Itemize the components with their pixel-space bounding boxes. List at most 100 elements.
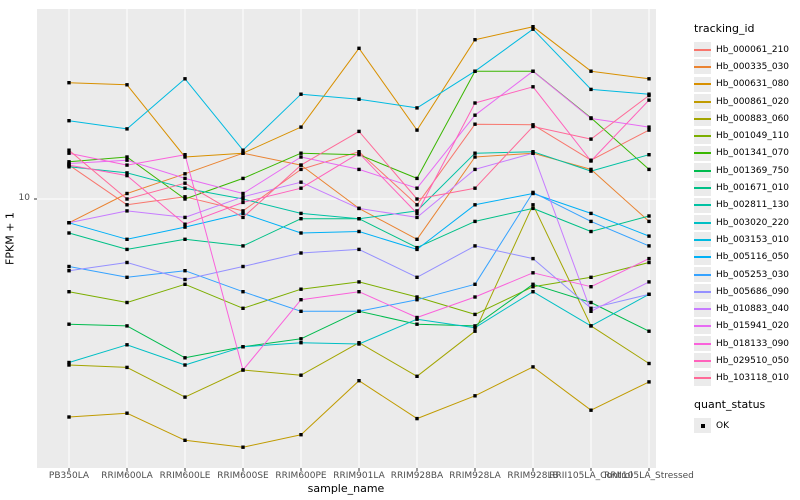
data-point xyxy=(241,345,245,349)
legend-item-label: Hb_000883_060 xyxy=(716,113,790,124)
data-point xyxy=(415,275,419,279)
legend-item-Hb_002811_130: Hb_002811_130 xyxy=(694,197,800,214)
data-point xyxy=(125,83,129,87)
data-point xyxy=(415,106,419,110)
data-point xyxy=(531,271,535,275)
data-point xyxy=(299,309,303,313)
data-point xyxy=(125,163,129,167)
legend-item-Hb_001671_010: Hb_001671_010 xyxy=(694,179,800,196)
data-point xyxy=(589,137,593,141)
data-point xyxy=(473,282,477,286)
data-point xyxy=(299,217,303,221)
legend-item-label: Hb_005116_050 xyxy=(716,252,790,263)
legend-item-label: Hb_103118_010 xyxy=(716,373,790,384)
data-point xyxy=(299,186,303,190)
data-point xyxy=(67,148,71,152)
data-point xyxy=(241,306,245,310)
data-point xyxy=(67,231,71,235)
data-point xyxy=(473,113,477,117)
legend-item-Hb_000631_080: Hb_000631_080 xyxy=(694,76,800,93)
swatch-line-icon xyxy=(694,273,711,276)
data-point xyxy=(67,415,71,419)
data-point xyxy=(183,172,187,176)
legend-item-Hb_000883_060: Hb_000883_060 xyxy=(694,110,800,127)
legend-item-label: Hb_000631_080 xyxy=(716,79,790,90)
data-point xyxy=(473,312,477,317)
line-swatch xyxy=(694,111,711,127)
data-point xyxy=(589,169,593,173)
line-swatch xyxy=(694,370,711,386)
data-point xyxy=(357,247,361,252)
data-point xyxy=(647,234,651,238)
data-point xyxy=(183,277,187,282)
legend-item-label: Hb_001369_750 xyxy=(716,165,790,176)
line-swatch xyxy=(694,215,711,231)
line-swatch xyxy=(694,249,711,265)
data-point xyxy=(473,295,477,299)
line-swatch xyxy=(694,197,711,213)
data-point xyxy=(647,244,651,248)
data-point xyxy=(531,151,535,155)
legend-item-Hb_001049_110: Hb_001049_110 xyxy=(694,127,800,144)
data-point xyxy=(241,151,245,155)
legend-item-label: Hb_001341_070 xyxy=(716,148,790,159)
data-point xyxy=(241,200,245,205)
data-point xyxy=(241,244,245,248)
legend-item-label: Hb_018133_090 xyxy=(716,338,790,349)
data-point xyxy=(183,395,187,399)
legend-item-Hb_003153_010: Hb_003153_010 xyxy=(694,231,800,248)
data-point xyxy=(531,27,535,31)
legend-item-Hb_003020_220: Hb_003020_220 xyxy=(694,214,800,231)
swatch-line-icon xyxy=(694,117,711,120)
data-point xyxy=(647,153,651,157)
data-point xyxy=(299,151,303,155)
data-point xyxy=(241,148,245,152)
data-point xyxy=(183,363,187,367)
line-swatch xyxy=(694,163,711,179)
data-point xyxy=(357,46,361,50)
line-swatch xyxy=(694,42,711,58)
data-point xyxy=(125,155,129,159)
data-point xyxy=(415,315,419,320)
data-point xyxy=(67,163,71,167)
data-point xyxy=(125,300,129,305)
data-point xyxy=(531,203,535,207)
data-point xyxy=(67,264,71,269)
data-point xyxy=(647,167,651,172)
data-point xyxy=(299,92,303,96)
data-point xyxy=(299,167,303,172)
swatch-line-icon xyxy=(694,135,711,138)
data-point xyxy=(415,176,419,181)
data-point xyxy=(415,247,419,252)
legend-item-label: Hb_002811_130 xyxy=(716,200,790,211)
data-point xyxy=(415,245,419,250)
data-point xyxy=(67,165,71,169)
data-point xyxy=(183,197,187,201)
quant-legend-title: quant_status xyxy=(694,398,766,411)
legend-item-Hb_001369_750: Hb_001369_750 xyxy=(694,162,800,179)
data-point xyxy=(67,269,71,273)
data-point xyxy=(647,128,651,132)
data-point xyxy=(473,324,477,328)
data-point xyxy=(473,186,477,190)
data-point xyxy=(299,373,303,377)
data-point xyxy=(299,125,303,129)
data-point xyxy=(647,219,651,224)
data-point xyxy=(125,158,129,162)
point-swatch xyxy=(694,418,711,434)
data-point xyxy=(299,231,303,235)
data-point xyxy=(183,186,187,190)
data-point xyxy=(589,408,593,412)
x-tick-label-RRII105LA_Control: RRII105LA_Control xyxy=(549,471,633,481)
data-point xyxy=(473,38,477,42)
swatch-line-icon xyxy=(694,308,711,311)
data-point xyxy=(357,379,361,383)
legend-item-label: Hb_005686_090 xyxy=(716,286,790,297)
square-point-icon xyxy=(700,423,705,428)
data-point xyxy=(531,25,535,29)
data-point xyxy=(67,221,71,225)
data-point xyxy=(299,341,303,345)
data-point xyxy=(357,167,361,172)
legend-item-Hb_000861_020: Hb_000861_020 xyxy=(694,93,800,110)
